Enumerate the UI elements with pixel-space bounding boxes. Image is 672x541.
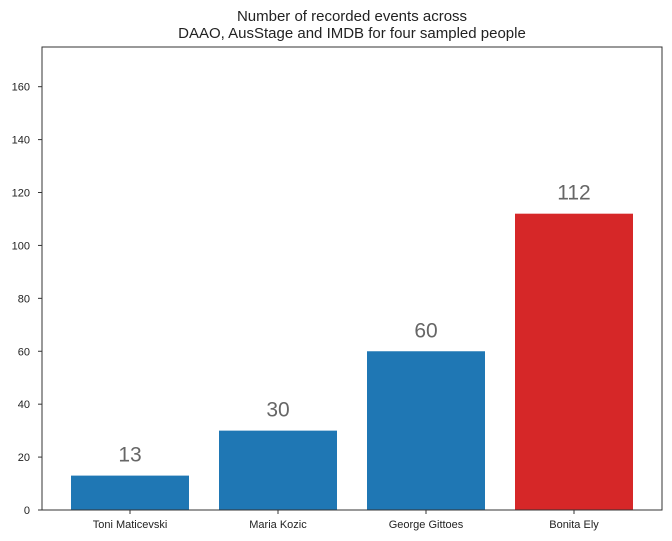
y-tick-label: 140	[12, 135, 30, 147]
x-tick-label: George Gittoes	[389, 519, 464, 531]
y-tick-label: 120	[12, 188, 30, 200]
bar	[515, 213, 633, 510]
chart-title-line: Number of recorded events across	[237, 8, 467, 25]
bar-value-label: 13	[118, 444, 141, 467]
x-tick-label: Toni Maticevski	[93, 519, 168, 531]
bar-value-label: 112	[557, 182, 590, 205]
bar	[367, 351, 485, 510]
plot-frame	[41, 46, 663, 511]
y-tick-label: 60	[18, 346, 30, 358]
chart-title-line: DAAO, AusStage and IMDB for four sampled…	[178, 25, 526, 42]
y-tick-label: 40	[18, 399, 30, 411]
x-tick-label: Maria Kozic	[249, 519, 307, 531]
y-tick-label: 160	[12, 82, 30, 94]
bars	[71, 213, 633, 510]
y-tick-label: 20	[18, 452, 30, 464]
bar	[219, 430, 337, 510]
x-tick-label: Bonita Ely	[549, 519, 599, 531]
bar	[71, 475, 189, 510]
bar-value-label: 60	[414, 319, 437, 342]
y-tick-label: 80	[18, 293, 30, 305]
y-tick-label: 100	[12, 240, 30, 252]
y-axis-ticks: 0 20 40 60 80 100 120 140 160	[12, 82, 42, 517]
bar-value-labels: 13 30 60 112	[118, 182, 590, 467]
y-tick-label: 0	[24, 505, 30, 517]
bar-value-label: 30	[266, 399, 289, 422]
x-axis-ticks: Toni Maticevski Maria Kozic George Gittoes…	[93, 510, 599, 531]
